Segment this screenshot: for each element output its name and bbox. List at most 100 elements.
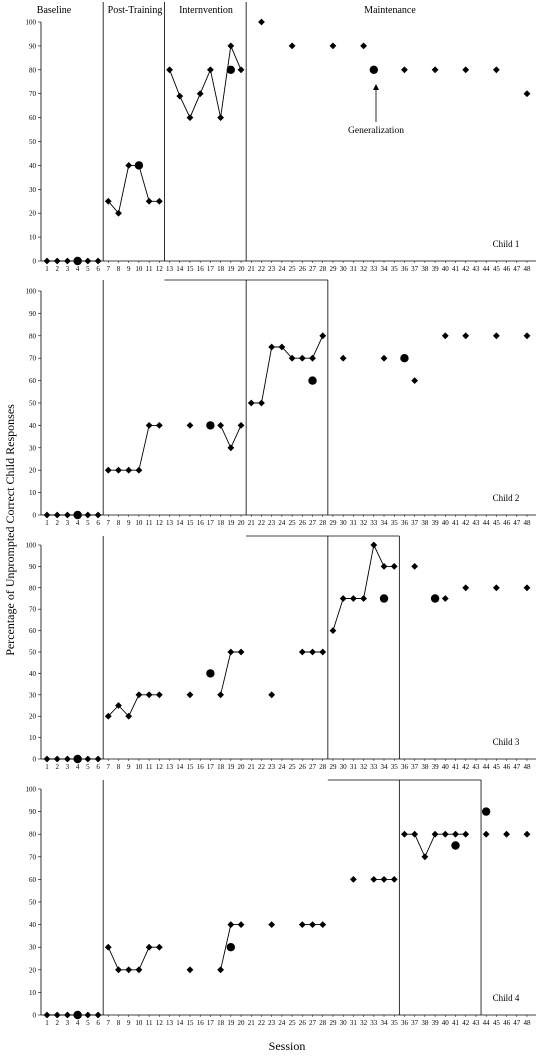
x-tick-label: 2	[55, 763, 59, 771]
x-tick-label: 33	[370, 1019, 378, 1027]
data-point	[94, 257, 102, 265]
x-tick-label: 4	[76, 1019, 80, 1027]
data-point	[125, 966, 133, 974]
data-point	[298, 354, 306, 362]
x-tick-label: 1	[45, 519, 49, 527]
data-point	[84, 755, 92, 763]
x-tick-label: 10	[135, 265, 143, 273]
data-point	[278, 343, 286, 351]
data-point	[94, 755, 102, 763]
y-tick-label: 50	[29, 138, 37, 146]
x-tick-label: 13	[166, 763, 174, 771]
generalization-point	[206, 669, 215, 678]
data-point	[401, 66, 408, 74]
x-tick-label: 36	[401, 265, 409, 273]
x-tick-label: 46	[503, 1019, 511, 1027]
x-tick-label: 16	[197, 519, 205, 527]
x-tick-label: 7	[107, 265, 111, 273]
x-tick-label: 11	[146, 265, 153, 273]
x-tick-label: 6	[96, 1019, 100, 1027]
data-point	[186, 422, 194, 429]
x-tick-label: 12	[156, 519, 164, 527]
x-tick-label: 6	[96, 519, 100, 527]
data-point	[411, 563, 419, 570]
y-tick-label: 100	[26, 542, 37, 550]
data-point	[441, 332, 449, 340]
x-tick-label: 3	[66, 1019, 70, 1027]
x-tick-label: 35	[391, 1019, 399, 1027]
y-tick-label: 0	[33, 258, 37, 266]
x-tick-label: 34	[381, 519, 389, 527]
y-tick-label: 100	[26, 288, 37, 296]
data-point	[298, 648, 306, 656]
generalization-point	[226, 943, 236, 952]
x-tick-label: 45	[493, 763, 501, 771]
x-tick-label: 34	[381, 763, 389, 771]
x-tick-label: 33	[370, 265, 378, 273]
data-point	[329, 627, 337, 634]
y-tick-label: 40	[29, 162, 37, 170]
data-point	[135, 466, 143, 474]
x-tick-label: 33	[370, 519, 378, 527]
data-point	[166, 66, 173, 74]
data-point	[135, 691, 143, 699]
y-tick-label: 20	[29, 467, 37, 475]
child-label: Child 4	[493, 993, 520, 1003]
x-tick-label: 12	[156, 763, 164, 771]
x-tick-label: 15	[186, 265, 194, 273]
x-tick-label: 22	[258, 519, 266, 527]
data-point	[155, 691, 163, 699]
data-point	[288, 42, 296, 50]
x-tick-label: 11	[146, 519, 153, 527]
x-axis-title: Session	[269, 1039, 306, 1053]
generalization-point	[226, 65, 236, 75]
data-point	[237, 422, 245, 429]
data-point	[349, 595, 357, 602]
x-tick-label: 24	[278, 763, 286, 771]
x-tick-label: 7	[107, 519, 111, 527]
data-point	[523, 90, 531, 98]
data-point	[43, 1011, 51, 1019]
y-tick-label: 40	[29, 921, 37, 929]
data-point	[53, 511, 61, 519]
y-tick-label: 80	[29, 831, 37, 839]
x-tick-label: 18	[217, 519, 225, 527]
data-point	[176, 92, 184, 100]
data-point	[288, 354, 296, 362]
y-tick-label: 70	[29, 355, 37, 363]
series-line	[220, 651, 241, 695]
x-tick-label: 21	[248, 519, 256, 527]
y-tick-label: 50	[29, 899, 37, 907]
y-tick-label: 80	[29, 66, 37, 74]
x-tick-label: 20	[238, 763, 246, 771]
series-line	[251, 335, 324, 404]
x-tick-label: 9	[127, 519, 131, 527]
data-point	[421, 853, 429, 861]
x-tick-label: 2	[55, 1019, 59, 1027]
data-point	[523, 332, 531, 340]
y-tick-label: 40	[29, 670, 37, 678]
x-tick-label: 22	[258, 265, 266, 273]
x-tick-label: 40	[442, 265, 450, 273]
x-tick-label: 43	[472, 1019, 480, 1027]
x-tick-label: 26	[299, 265, 307, 273]
x-tick-label: 47	[513, 1019, 521, 1027]
data-point	[217, 691, 225, 699]
data-point	[309, 921, 316, 928]
data-point	[64, 257, 71, 265]
data-point	[258, 399, 265, 407]
data-point	[309, 648, 316, 656]
x-tick-label: 5	[86, 265, 90, 273]
data-point	[115, 966, 122, 974]
x-tick-label: 30	[340, 1019, 348, 1027]
x-tick-label: 35	[391, 265, 399, 273]
x-tick-label: 15	[186, 763, 194, 771]
data-point	[339, 595, 347, 602]
y-tick-label: 70	[29, 853, 37, 861]
phase-label-baseline: Baseline	[37, 5, 72, 16]
x-tick-label: 45	[493, 519, 501, 527]
x-tick-label: 16	[197, 763, 205, 771]
x-tick-label: 3	[66, 763, 70, 771]
generalization-point	[400, 354, 409, 363]
